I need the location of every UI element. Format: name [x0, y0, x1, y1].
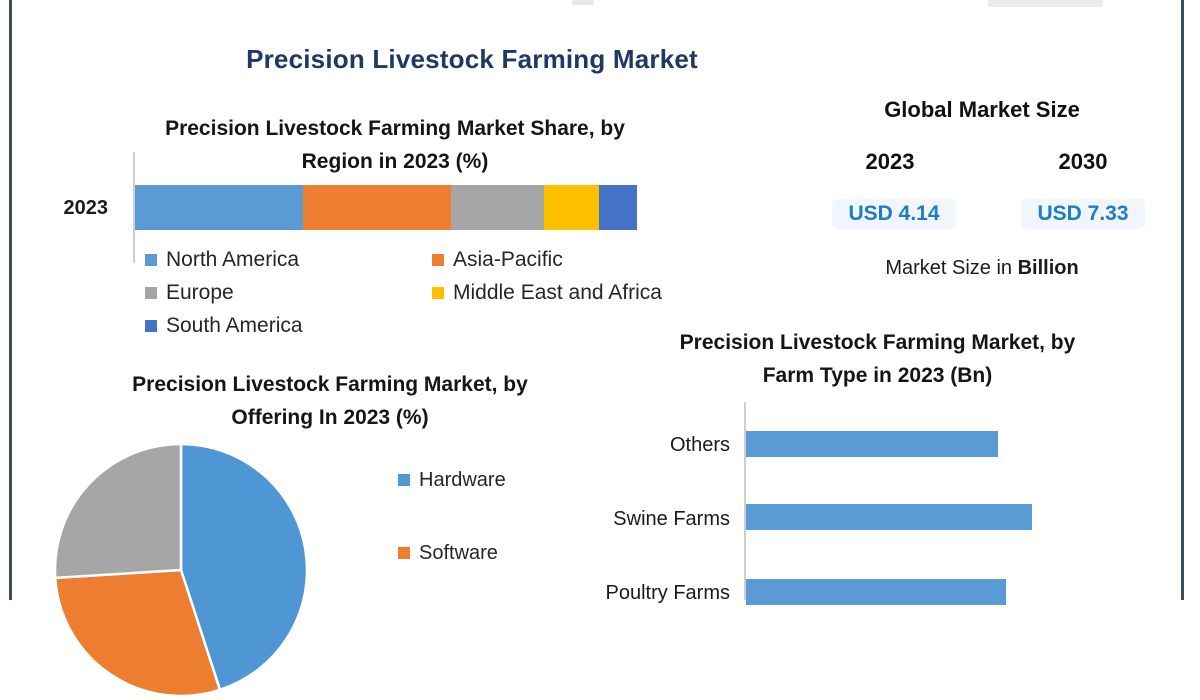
market-size-year-2030: 2030 [1058, 149, 1108, 174]
legend-swatch-europe [145, 287, 157, 299]
market-size-value-2023: USD 4.14 [832, 199, 956, 229]
market-size-caption-unit: Billion [1017, 257, 1079, 279]
legend-item-middle-east-and-africa: Middle East and Africa [432, 281, 680, 304]
legend-swatch-middle-east-and-africa [432, 287, 444, 299]
offering-chart-title: Precision Livestock Farming Market, by O… [132, 373, 528, 429]
region-segment-middle-east-and-africa [544, 185, 600, 230]
farm-chart-title: Precision Livestock Farming Market, by F… [679, 331, 1076, 387]
legend-item-south-america: South America [145, 314, 432, 337]
farm-axis-line [744, 402, 746, 600]
legend-swatch-north-america [145, 254, 157, 266]
region-segment-asia-pacific [303, 185, 452, 230]
legend-label: Middle East and Africa [453, 281, 662, 304]
region-legend: North America Asia-Pacific Europe Middle Ea… [145, 248, 680, 337]
frame-right-border [1181, 0, 1184, 600]
frame-left-border [9, 0, 12, 600]
page-title: Precision Livestock Farming Market [246, 44, 698, 74]
pie-slice-unlabeled [53, 442, 183, 580]
legend-item-europe: Europe [145, 281, 432, 304]
region-segment-europe [451, 185, 545, 230]
legend-label: Software [419, 541, 498, 564]
legend-item-asia-pacific: Asia-Pacific [432, 248, 680, 271]
region-segment-south-america [599, 185, 638, 230]
market-size-caption-prefix: Market Size in [885, 257, 1018, 279]
cropped-text-artifact [988, 0, 1103, 7]
legend-label: South America [166, 314, 303, 337]
legend-label: Europe [166, 281, 234, 304]
legend-label: North America [166, 248, 300, 271]
region-chart-title: Precision Livestock Farming Market Share… [165, 117, 625, 173]
legend-swatch-hardware [398, 474, 410, 486]
cropped-text-artifact [572, 0, 594, 5]
market-size-caption: Market Size in Billion [856, 257, 1108, 280]
market-size-title: Global Market Size [884, 97, 1080, 122]
legend-swatch-asia-pacific [432, 254, 444, 266]
farm-category-label-poultry-farms: Poultry Farms [605, 582, 730, 604]
legend-item-software: Software [398, 542, 498, 564]
market-size-value-2030: USD 7.33 [1021, 199, 1145, 229]
region-stacked-bar [135, 185, 638, 230]
legend-label: Hardware [419, 468, 506, 491]
legend-swatch-south-america [145, 320, 157, 332]
market-size-year-2023: 2023 [865, 149, 915, 174]
legend-label: Asia-Pacific [453, 248, 563, 271]
farm-bar-others [746, 431, 998, 457]
legend-item-hardware: Hardware [398, 469, 506, 491]
farm-category-label-others: Others [669, 434, 730, 456]
farm-category-label-swine-farms: Swine Farms [613, 508, 730, 530]
region-axis-category-label: 2023 [63, 197, 109, 219]
farm-bar-poultry-farms [746, 579, 1006, 605]
region-axis-line [133, 152, 135, 263]
farm-bar-swine-farms [746, 504, 1032, 530]
legend-item-north-america: North America [145, 248, 432, 271]
offering-pie-chart [53, 442, 309, 698]
legend-swatch-software [398, 547, 410, 559]
region-segment-north-america [135, 185, 304, 230]
